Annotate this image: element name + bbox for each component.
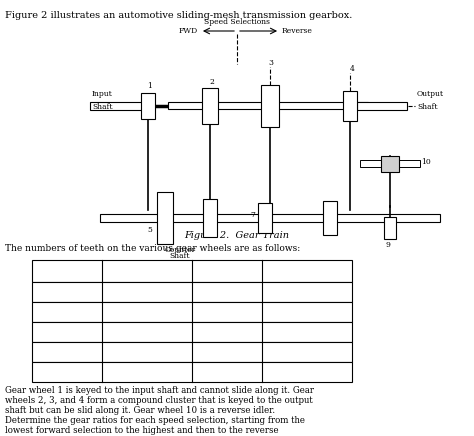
- Text: Output: Output: [417, 90, 444, 98]
- Text: 4: 4: [64, 347, 70, 357]
- Text: Reverse: Reverse: [282, 27, 313, 35]
- Text: Determine the gear ratios for each speed selection, starting from the: Determine the gear ratios for each speed…: [5, 416, 305, 425]
- Text: 15: 15: [141, 307, 153, 317]
- Bar: [360, 160, 420, 167]
- Text: 2: 2: [64, 307, 70, 317]
- Text: The numbers of teeth on the various gear wheels are as follows:: The numbers of teeth on the various gear…: [5, 244, 300, 253]
- Text: Gear Wheel: Gear Wheel: [40, 267, 94, 275]
- Text: 9: 9: [224, 347, 230, 357]
- Text: 7: 7: [224, 307, 230, 317]
- Text: 10: 10: [421, 158, 431, 166]
- Bar: [357, 102, 407, 110]
- Bar: [32, 302, 352, 322]
- Text: Shaft: Shaft: [170, 252, 190, 260]
- Text: 25: 25: [301, 307, 313, 317]
- Bar: [32, 342, 352, 362]
- Bar: [343, 91, 357, 121]
- Text: 3: 3: [268, 59, 273, 67]
- Text: Shaft: Shaft: [417, 103, 438, 111]
- Bar: [32, 322, 352, 342]
- Text: shaft but can be slid along it. Gear wheel 10 is a reverse idler.: shaft but can be slid along it. Gear whe…: [5, 406, 275, 415]
- Text: 10: 10: [221, 368, 233, 377]
- Text: 38: 38: [141, 368, 153, 377]
- Bar: [141, 93, 155, 119]
- Text: Figure 2 illustrates an automotive sliding-mesh transmission gearbox.: Figure 2 illustrates an automotive slidi…: [5, 11, 352, 20]
- Bar: [90, 102, 145, 110]
- Text: 2: 2: [210, 78, 214, 86]
- Text: 12: 12: [301, 347, 313, 357]
- Text: FWD: FWD: [179, 27, 198, 35]
- Text: Counter: Counter: [164, 246, 196, 254]
- Text: 12: 12: [141, 287, 153, 296]
- Text: 30: 30: [301, 327, 313, 337]
- Bar: [202, 88, 218, 124]
- Text: 9: 9: [385, 241, 391, 249]
- Text: Figure 2.  Gear Train: Figure 2. Gear Train: [184, 231, 290, 240]
- Text: 35: 35: [301, 287, 313, 296]
- Bar: [32, 362, 352, 382]
- Text: 8: 8: [224, 327, 230, 337]
- Text: lowest forward selection to the highest and then to the reverse: lowest forward selection to the highest …: [5, 426, 279, 435]
- Bar: [157, 192, 173, 244]
- Text: 6: 6: [212, 199, 217, 207]
- Text: Speed Selections: Speed Selections: [204, 18, 270, 26]
- Text: 5: 5: [64, 368, 70, 377]
- Text: Gear wheel 1 is keyed to the input shaft and cannot slide along it. Gear: Gear wheel 1 is keyed to the input shaft…: [5, 386, 314, 395]
- Bar: [323, 201, 337, 235]
- Bar: [384, 217, 396, 239]
- Text: Number of Teeth: Number of Teeth: [107, 267, 187, 275]
- Text: Gear Wheel: Gear Wheel: [200, 267, 255, 275]
- Text: Input: Input: [92, 90, 113, 98]
- Bar: [381, 156, 399, 172]
- Text: Number of teeth: Number of teeth: [268, 267, 346, 275]
- Text: 1: 1: [147, 82, 153, 90]
- Text: 12: 12: [301, 368, 313, 377]
- Text: 3: 3: [64, 327, 70, 337]
- Text: 4: 4: [349, 65, 355, 73]
- Bar: [32, 282, 352, 302]
- Bar: [203, 199, 217, 237]
- Text: 25: 25: [141, 327, 153, 337]
- Bar: [168, 102, 368, 109]
- Text: 6: 6: [224, 287, 230, 296]
- Text: 8: 8: [332, 203, 337, 211]
- Text: 20: 20: [141, 347, 153, 357]
- Bar: [258, 203, 272, 233]
- Bar: [100, 214, 440, 222]
- Text: 1: 1: [64, 287, 70, 296]
- Bar: [32, 260, 352, 282]
- Text: 7: 7: [251, 211, 255, 219]
- Bar: [261, 85, 279, 127]
- Text: wheels 2, 3, and 4 form a compound cluster that is keyed to the output: wheels 2, 3, and 4 form a compound clust…: [5, 396, 313, 405]
- Text: 5: 5: [147, 226, 153, 234]
- Text: Shaft: Shaft: [92, 103, 112, 111]
